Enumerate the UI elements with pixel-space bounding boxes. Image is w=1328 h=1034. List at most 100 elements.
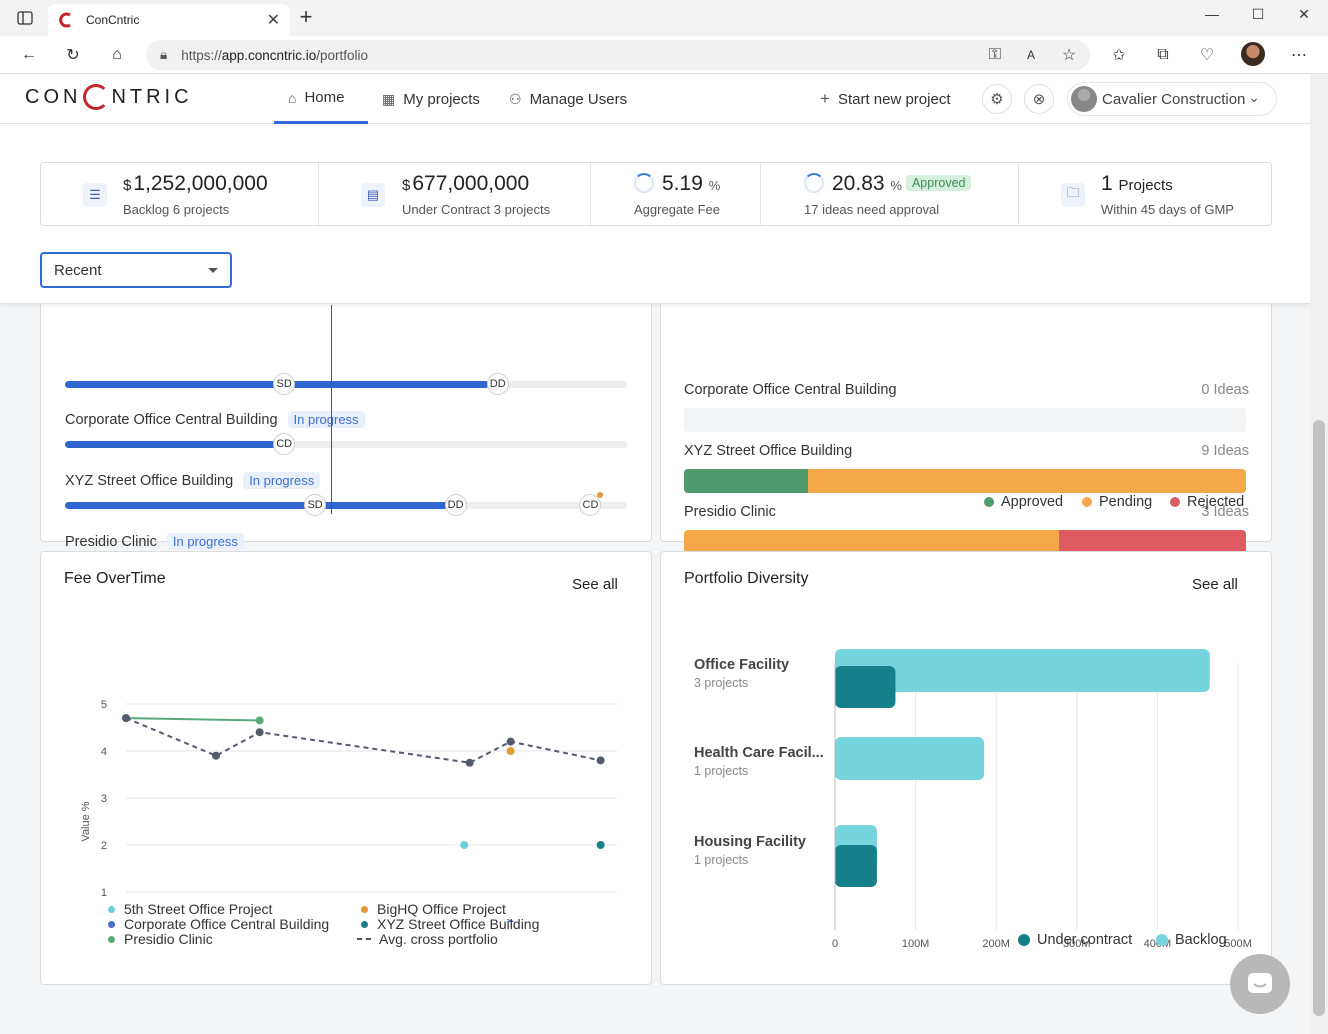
ideas-project-name: Corporate Office Central Building [684, 382, 897, 398]
milestone-dd[interactable]: DD [486, 373, 509, 395]
timeline-project-name: XYZ Street Office Building [65, 473, 234, 489]
status-badge: In progress [166, 533, 244, 550]
data-point [596, 841, 605, 849]
kpi-gmp[interactable]: 🗀︎ 1 Projects Within 45 days of GMP [1019, 163, 1271, 225]
folder-lock-icon: 🗀︎ [1061, 183, 1085, 207]
category-label: Office Facility [694, 657, 790, 673]
kpi-under-contract[interactable]: ▤ $677,000,000 Under Contract 3 projects [319, 163, 591, 225]
x-tick-label: 300M [1063, 938, 1091, 950]
ideas-body: Corporate Office Central Building 0 Ideas… [661, 275, 1273, 554]
start-new-project-button[interactable]: + Start new project [820, 74, 951, 124]
nav-manage-users-label: Manage Users [529, 90, 628, 108]
company-avatar [1071, 86, 1097, 112]
collections-icon[interactable]: ⧉ [1157, 46, 1169, 63]
ideas-project-name: XYZ Street Office Building [684, 443, 853, 459]
ideas-count: 3 Ideas [1201, 504, 1249, 520]
ideas-status-bar[interactable] [684, 530, 1246, 554]
ideas-status-bar[interactable] [684, 469, 1246, 493]
settings-gear-icon[interactable]: ⚙ [982, 84, 1012, 114]
milestone-dd[interactable]: DD [444, 494, 467, 516]
more-menu-icon[interactable]: ⋯ [1291, 47, 1307, 64]
kpi-backlog[interactable]: ☰ $1,252,000,000 Backlog 6 projects [41, 163, 319, 225]
chat-support-icon[interactable] [1230, 954, 1290, 1014]
browser-profile-avatar[interactable] [1241, 42, 1265, 66]
read-aloud-icon[interactable]: A [1026, 48, 1035, 62]
company-name: Cavalier Construction [1102, 90, 1246, 108]
under-contract-value: 677,000,000 [412, 172, 530, 195]
aggregate-fee-unit: % [708, 178, 721, 193]
nav-home-label: Home [304, 89, 345, 106]
tab-actions-icon[interactable] [14, 7, 36, 29]
project-timeline-card: SD DD Corporate Office Central Building In … [40, 274, 653, 577]
logo-ring-icon [83, 84, 110, 110]
milestone-cd[interactable]: CD [273, 433, 296, 455]
browser-tab[interactable]: ConCntric ✕ [48, 4, 290, 36]
ideas-count: 0 Ideas [1201, 382, 1249, 398]
sort-select[interactable]: Recent [40, 252, 232, 288]
minimize-icon[interactable]: — [1205, 6, 1219, 22]
legend-approved-label: Approved [1001, 494, 1064, 510]
timeline-progress-fill [65, 502, 456, 509]
ideas-status-bar[interactable] [684, 408, 1246, 432]
gmp-word: Projects [1118, 177, 1173, 194]
milestone-cd[interactable]: CD [579, 494, 602, 516]
legend-bighq: BigHQ Office Project [361, 901, 506, 917]
help-lifebuoy-icon[interactable]: ⊗ [1024, 84, 1054, 114]
logo-text-left: CON [25, 85, 82, 108]
timeline-row-label[interactable]: Corporate Office Central Building In prog… [65, 411, 365, 428]
kpi-aggregate-fee[interactable]: 5.19 % Aggregate Fee [591, 163, 761, 225]
legend-rejected: Rejected [1170, 494, 1244, 510]
new-tab-icon[interactable]: + [299, 4, 313, 29]
x-tick-label: 500M [1224, 938, 1252, 950]
app-page: CON NTRIC ⌂ Home ▦ My projects ⚇ Manage … [0, 74, 1310, 1034]
fee-card-title: Fee OverTime [64, 570, 166, 587]
bar-under-contract [835, 845, 877, 887]
diversity-see-all-link[interactable]: See all [1192, 576, 1238, 593]
legend-avg-label: Avg. cross portfolio [379, 931, 498, 947]
legend-presidio-label: Presidio Clinic [124, 931, 213, 947]
kpi-ideas[interactable]: 20.83 % Approved 17 ideas need approval [761, 163, 1019, 225]
refresh-icon[interactable]: ↻ [66, 47, 80, 64]
legend-under-contract: Under contract [1018, 932, 1132, 948]
nav-home[interactable]: ⌂ Home [274, 74, 368, 124]
close-window-icon[interactable]: ✕ [1298, 6, 1310, 22]
legend-bighq-label: BigHQ Office Project [377, 901, 506, 917]
milestone-sd[interactable]: SD [304, 494, 327, 516]
close-tab-icon[interactable]: ✕ [266, 12, 280, 29]
ideas-pending-segment [684, 530, 1059, 554]
back-icon[interactable]: ← [21, 46, 37, 63]
favorites-icon[interactable]: ✩ [1112, 47, 1126, 64]
x-tick-label: 200M [982, 938, 1010, 950]
timeline-row-label[interactable]: XYZ Street Office Building In progress [65, 472, 321, 489]
y-tick-label: 3 [101, 793, 107, 805]
legend-presidio: Presidio Clinic [108, 931, 213, 947]
approved-badge: Approved [905, 175, 972, 191]
category-project-count: 3 projects [694, 676, 749, 690]
browser-essentials-icon[interactable]: ♡ [1199, 47, 1215, 64]
home-icon[interactable]: ⌂ [112, 46, 122, 63]
portfolio-diversity-chart: 0100M200M300M400M500M [832, 649, 1252, 950]
tab-title: ConCntric [86, 13, 140, 27]
portfolio-diversity-card: Portfolio Diversity See all 0 100M 200M 300… [660, 551, 1272, 985]
fee-see-all-link[interactable]: See all [572, 576, 618, 593]
data-point [506, 747, 515, 755]
address-bar[interactable]: 🔒︎ https://app.concntric.io/portfolio [146, 40, 1090, 70]
concntric-favicon-icon [58, 12, 74, 28]
add-favorite-icon[interactable]: ☆ [1061, 47, 1077, 64]
maximize-icon[interactable]: ☐ [1251, 6, 1265, 22]
today-marker-line [331, 305, 332, 514]
company-selector[interactable]: Cavalier Construction ⌄ [1067, 82, 1277, 116]
milestone-sd[interactable]: SD [273, 373, 296, 395]
nav-my-projects[interactable]: ▦ My projects [382, 74, 480, 124]
timeline-body: SD DD Corporate Office Central Building In … [41, 275, 653, 577]
concntric-logo[interactable]: CON NTRIC [25, 84, 193, 110]
checklist-icon: ☰ [83, 183, 107, 207]
nav-manage-users[interactable]: ⚇ Manage Users [509, 74, 627, 124]
key-icon[interactable]: ⚿ [988, 46, 1002, 63]
data-point [506, 737, 515, 746]
ideas-label: 17 ideas need approval [804, 202, 940, 217]
y-tick-label: 2 [101, 840, 107, 852]
timeline-row-label[interactable]: Presidio Clinic In progress [65, 533, 244, 550]
fee-progress-ring-icon [634, 173, 654, 193]
scrollbar-thumb[interactable] [1313, 420, 1325, 1016]
